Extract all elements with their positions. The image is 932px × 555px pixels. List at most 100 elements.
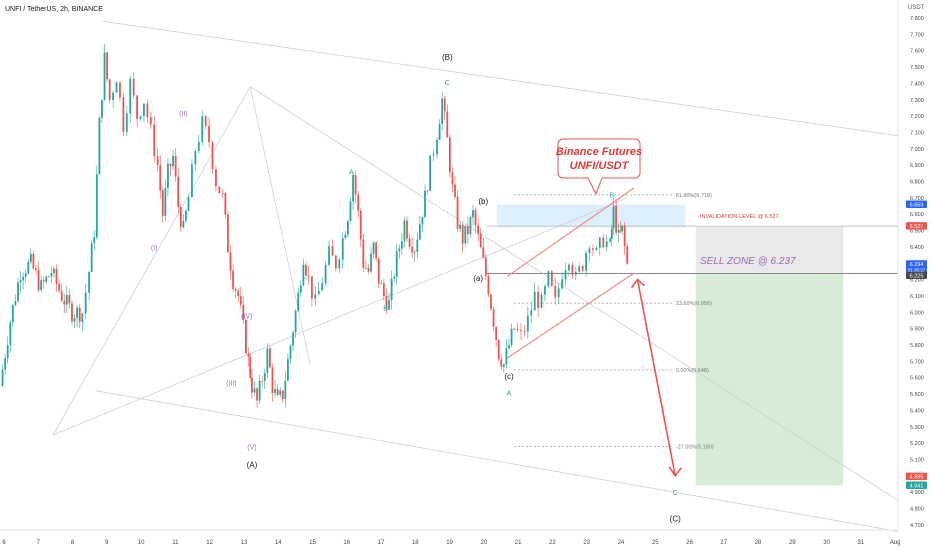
price-unit-label: USDT [908,5,925,11]
candle-body [294,310,297,333]
candle-body [578,266,581,272]
price-badge [906,260,927,274]
candle-body [29,253,32,262]
candle-body [324,264,327,284]
candle-body [605,241,608,248]
date-tick-label: 13 [241,540,248,546]
candle-body [245,319,247,354]
candle-body [466,225,469,235]
candle-body [299,285,302,293]
wave-label: (II) [179,111,188,118]
candle-body [472,210,474,218]
price-tick-label: 6.900 [910,163,924,169]
candle-body [487,276,490,295]
candle-body [174,155,177,177]
candle-body [73,317,76,322]
candle-body [119,82,121,98]
candle-body [279,390,282,396]
candle-body [224,193,227,215]
candle-body [276,389,279,396]
candle-body [526,315,529,332]
candle-body [9,322,12,346]
candle-body [93,237,96,244]
candle-body [311,276,313,299]
candle-body [6,345,9,359]
price-tick-label: 6.800 [910,180,924,186]
wave-label: A [507,390,512,397]
candle-body [557,288,560,298]
candle-body [143,103,145,117]
candle-body [103,52,106,100]
candle-body [40,280,43,290]
candle-body [164,188,167,216]
candle-body [592,248,594,250]
candle-body [274,389,276,393]
candle-body [334,255,337,269]
candle-body [35,268,37,271]
candle-body [352,175,354,202]
candle-body [479,233,482,248]
candle-body [317,290,320,295]
candle-body [194,150,197,165]
candle-body [98,117,101,175]
candle-body [510,328,513,345]
trend-line-6 [250,86,899,501]
candle-body [359,210,362,240]
candle-body [153,124,156,157]
candle-body [208,125,210,143]
candle-body [513,328,516,330]
candle-body [149,117,152,125]
price-tick-label: 6.700 [910,196,924,202]
price-tick-label: 7.100 [910,130,924,136]
zones-layer [486,204,898,486]
date-tick-label: 26 [686,540,693,546]
price-tick-label: 7.700 [910,32,924,38]
overlays-layer: 61.80%(6.718) 23.60%(6.056) 0.00%(5.648) -2… [506,187,714,478]
price-tick-label: 6.600 [910,212,924,218]
price-tick-label: 7.500 [910,65,924,71]
candle-body [585,252,587,271]
candle-body [328,246,330,265]
date-tick-label: 12 [206,540,213,546]
trend-line-4 [249,86,311,365]
candle-body [19,280,22,283]
candle-body [530,310,533,316]
candle-body [505,348,508,365]
candle-body [4,358,7,370]
date-tick-label: 28 [755,540,762,546]
price-tick-label: 5.600 [910,376,924,382]
fib-label: -27.00%(5.180) [676,444,714,450]
wave-label: (c) [504,372,514,381]
date-tick-label: 31 [858,540,865,546]
candle-body [523,331,526,332]
candle-body [215,169,217,187]
trend-line-3 [52,86,251,436]
candle-body [602,237,605,248]
candle-body [167,163,169,189]
candle-body [477,225,480,234]
candle-body [191,164,193,198]
candle-body [408,238,411,247]
candle-body [32,253,35,269]
time-axis[interactable]: 6 7 8 9 10 11 12 13 14 15 16 17 18 19 20 21 22 23 24 25 26 27… [0,529,901,546]
candle-body [187,197,190,211]
price-tick-label: 5.700 [910,359,924,365]
candle-body [495,327,498,340]
candle-body [367,268,370,272]
candle-body [14,301,17,306]
candle-body [456,196,459,229]
date-tick-label: Aug [890,540,901,546]
candle-body [564,270,567,280]
candle-body [482,247,485,258]
price-badge-value: 6.294 [910,262,924,268]
date-tick-label: 8 [71,540,75,546]
candle-body [37,270,40,290]
price-axis[interactable]: USDT 7.800 7.700 7.600 7.500 7.400 7.300 7.200… [897,0,927,530]
price-tick-label: 5.400 [910,408,924,414]
wave-label: (b) [478,197,488,206]
fib-label: 0.00%(5.648) [676,368,709,374]
candle-body [421,217,424,225]
price-tick-label: 5.300 [910,425,924,431]
date-tick-label: 23 [583,540,590,546]
